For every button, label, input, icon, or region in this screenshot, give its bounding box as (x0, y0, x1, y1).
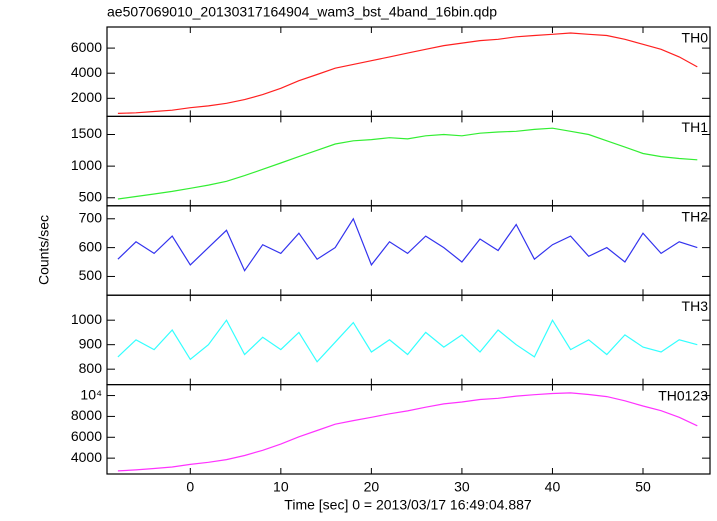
y-tick-label: 1500 (71, 125, 102, 141)
y-tick-label: 600 (79, 238, 103, 254)
panel-label: TH2 (682, 209, 709, 225)
y-tick-label: 6000 (71, 428, 102, 444)
y-tick-label: 500 (79, 188, 103, 204)
data-line (117, 217, 698, 272)
panel-label: TH0 (682, 30, 709, 46)
data-line (117, 318, 698, 363)
data-line (117, 32, 698, 114)
y-tick-label: 2000 (71, 89, 102, 105)
y-tick-label: 500 (79, 267, 103, 283)
x-tick-label: 30 (454, 479, 470, 495)
panel-label: TH3 (682, 298, 709, 314)
y-tick-label: 800 (79, 360, 103, 376)
data-line (117, 127, 698, 200)
y-tick-label: 10⁴ (80, 386, 102, 402)
y-tick-label: 8000 (71, 407, 102, 423)
y-tick-label: 1000 (71, 157, 102, 173)
x-tick-label: 40 (545, 479, 561, 495)
chart-title: ae507069010_20130317164904_wam3_bst_4ban… (107, 4, 497, 20)
y-tick-label: 700 (79, 209, 103, 225)
y-axis-label: Counts/sec (36, 215, 52, 285)
panel-frame (106, 26, 711, 118)
panel-label: TH1 (682, 119, 709, 135)
panel-label: TH0123 (658, 387, 708, 403)
y-tick-label: 1000 (71, 311, 102, 327)
panel-frame (106, 384, 711, 475)
x-tick-label: 0 (186, 479, 194, 495)
y-tick-label: 900 (79, 335, 103, 351)
x-tick-label: 20 (364, 479, 380, 495)
y-tick-label: 6000 (71, 39, 102, 55)
x-tick-label: 50 (635, 479, 651, 495)
data-line (117, 392, 698, 472)
panel-frame (106, 115, 711, 207)
y-tick-label: 4000 (71, 64, 102, 80)
panel-frame (106, 205, 711, 296)
y-tick-label: 4000 (71, 449, 102, 465)
x-tick-label: 10 (273, 479, 289, 495)
x-axis-label: Time [sec] 0 = 2013/03/17 16:49:04.887 (284, 497, 532, 513)
